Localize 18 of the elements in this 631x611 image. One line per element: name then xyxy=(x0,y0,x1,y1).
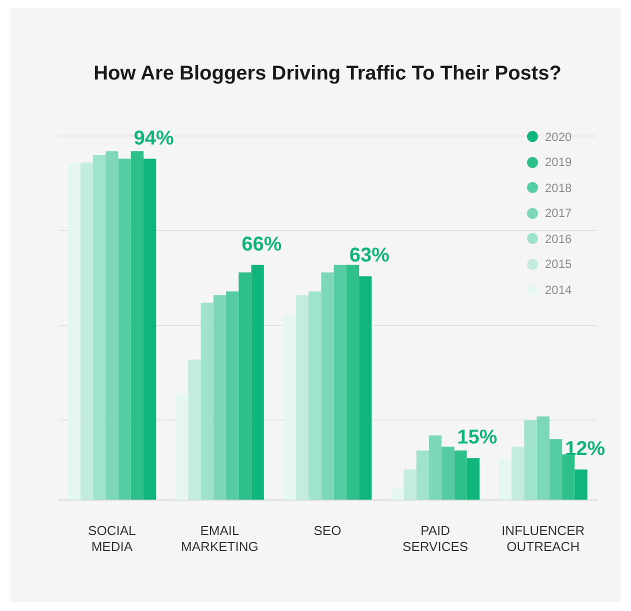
legend-label: 2016 xyxy=(545,232,572,246)
data-label: 94% xyxy=(134,127,174,150)
legend-label: 2018 xyxy=(545,180,572,195)
data-label: 63% xyxy=(349,244,390,267)
legend-label: 2017 xyxy=(545,206,572,220)
legend-label: 2020 xyxy=(545,130,572,144)
data-label: 66% xyxy=(242,233,282,256)
x-tick-label: PAID SERVICES xyxy=(402,523,468,554)
legend-label: 2019 xyxy=(545,155,572,170)
x-tick-label: EMAIL MARKETING xyxy=(181,523,258,554)
x-tick-label: SEO xyxy=(314,523,342,538)
chart-title: How Are Bloggers Driving Traffic To Their Posts? xyxy=(94,62,562,85)
legend-label: 2015 xyxy=(545,257,572,272)
x-tick-label: SOCIAL MEDIA xyxy=(88,523,136,554)
legend-label: 2014 xyxy=(545,282,572,297)
data-label: 15% xyxy=(457,426,498,449)
data-label: 12% xyxy=(564,438,606,460)
x-tick-label: INFLUENCER OUTREACH xyxy=(502,523,585,554)
